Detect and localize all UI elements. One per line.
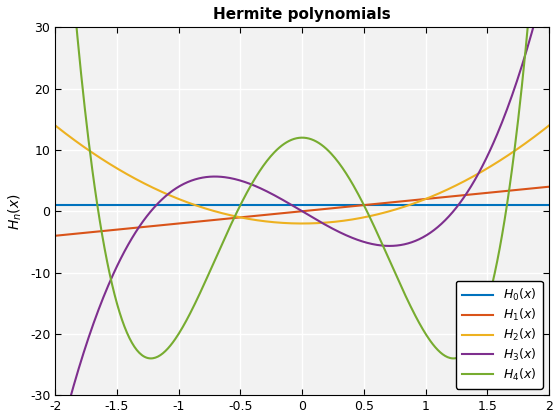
Y-axis label: $H_n(x)$: $H_n(x)$ — [7, 193, 24, 230]
Legend: $H_0(x)$, $H_1(x)$, $H_2(x)$, $H_3(x)$, $H_4(x)$: $H_0(x)$, $H_1(x)$, $H_2(x)$, $H_3(x)$, … — [456, 281, 543, 389]
Title: Hermite polynomials: Hermite polynomials — [213, 7, 391, 22]
